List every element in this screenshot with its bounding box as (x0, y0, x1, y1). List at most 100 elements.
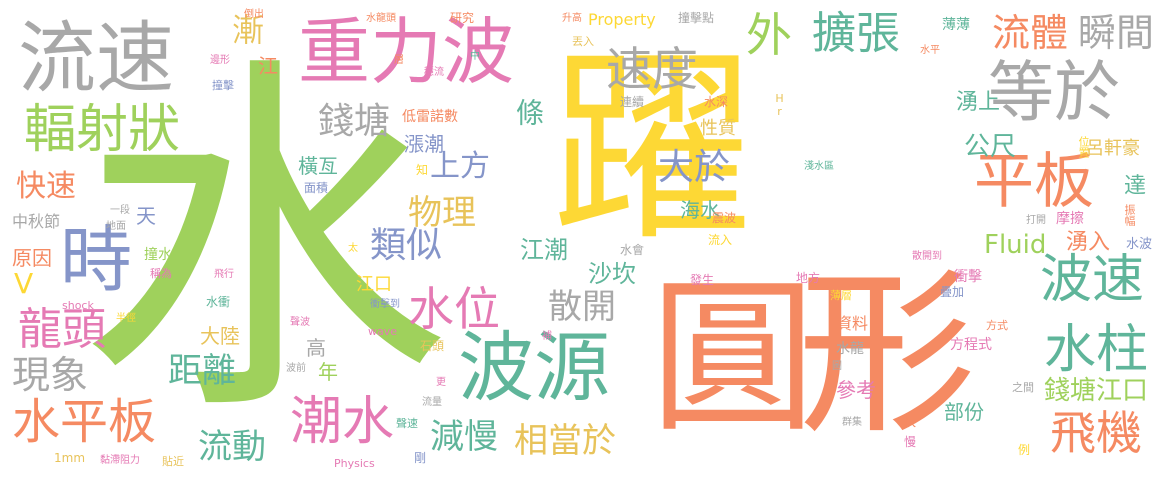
word-tiejin: 貼近 (162, 455, 184, 468)
word-longtou: 龍頭 (18, 304, 106, 355)
word-shakan: 沙坎 (588, 260, 636, 288)
word-tu: 圖 (832, 361, 842, 372)
word-boyuan: 波源 (458, 323, 610, 412)
word-fangshi: 方式 (986, 319, 1008, 332)
word-cankao: 參考 (836, 378, 876, 402)
word-dimian: 地面 (106, 221, 126, 232)
word-mocha: 摩擦 (1056, 211, 1084, 227)
word-gang: 剛 (414, 451, 427, 465)
word-shuihui: 水會 (620, 243, 645, 257)
word-qianshuiqu: 淺水區 (804, 161, 834, 172)
word-fushezhuang: 輻射狀 (24, 100, 181, 160)
word-zhenfu: 振幅 (1123, 204, 1136, 226)
word-chaoshui: 潮水 (290, 392, 395, 452)
word-diuru: 丟入 (572, 35, 594, 48)
word-shuilongtou: 水龍頭 (366, 13, 396, 24)
word-pingban: 平板 (974, 147, 1094, 217)
word-shenggao: 升高 (562, 13, 582, 24)
word-liuti: 流體 (992, 11, 1069, 55)
word-boqian: 波前 (286, 363, 306, 374)
word-shuilong: 水龍 (836, 341, 864, 357)
word-tiao: 條 (512, 98, 545, 126)
word-zhi: 知 (416, 163, 429, 177)
word-da: 達 (1124, 174, 1147, 199)
word-shangfang: 上方 (430, 149, 490, 184)
word-chongji: 衝擊 (954, 269, 982, 285)
word-chongjidao: 衝擊到 (370, 299, 400, 310)
word-dileinuoshu: 低雷諾數 (402, 109, 458, 125)
word-diejia: 疊加 (940, 285, 965, 299)
word-shunjian: 瞬間 (1078, 11, 1155, 55)
word-tian: 天 (136, 204, 156, 228)
word-henggen: 橫亙 (298, 154, 338, 178)
word-xing: 形 (798, 251, 976, 458)
word-yongru: 湧入 (1066, 230, 1111, 255)
word-jian: 漸 (232, 11, 265, 49)
word-feiji: 飛機 (1050, 406, 1142, 460)
word-dengyu: 等於 (988, 54, 1120, 131)
word-shengbo: 聲波 (290, 317, 310, 328)
word-zhangchao: 漲潮 (404, 132, 444, 156)
word-xingzhi: 性質 (700, 118, 736, 139)
word-liuru: 流入 (708, 233, 733, 247)
word-bufen: 部份 (944, 400, 984, 424)
word-shi: 時 (60, 218, 133, 302)
word-li: 例 (1018, 443, 1031, 457)
word-nianzhizuli: 黏滯阻力 (100, 455, 140, 466)
word-sankai: 散開 (548, 287, 616, 327)
word-sankaidao: 散開到 (912, 251, 942, 262)
word-haishui: 海水 (680, 198, 720, 222)
word-gongchi: 公尺 (964, 132, 1017, 162)
word-shuibo: 水波 (1126, 237, 1153, 252)
word-zhonglibo: 重力波 (298, 10, 515, 94)
word-banjing: 半徑 (116, 313, 136, 324)
word-shengsu: 聲速 (396, 417, 418, 430)
word-yue: 躍 (550, 29, 757, 269)
word-kuai: 快 (904, 415, 917, 429)
word-lvxuanhao: 呂軒豪 (1086, 138, 1140, 159)
word-xiangdangyu: 相當於 (514, 421, 616, 461)
word-hr: Hr (773, 92, 786, 118)
word-qunji: 群集 (842, 417, 862, 428)
word-shuiwei: 水位 (408, 282, 500, 336)
word-zhongqiujie: 中秋節 (12, 212, 61, 231)
word-baobao: 薄薄 (942, 17, 970, 33)
word-bosu: 波速 (1040, 250, 1145, 310)
word-jiangkou: 江口 (356, 274, 392, 295)
word-shitou: 石頭 (420, 339, 445, 353)
word-shuipingban: 水平板 (12, 394, 157, 450)
word-difang: 地方 (796, 271, 821, 285)
word-jiang: 江 (258, 54, 278, 78)
word-nian: 年 (318, 360, 338, 384)
word-jiangchao: 江潮 (520, 236, 568, 264)
word-fluid: Fluid (984, 230, 1047, 260)
word-weizhi: 位置 (1077, 136, 1090, 158)
word-daochu: 倒出 (244, 9, 264, 20)
word-shuishen: 水深 (704, 95, 729, 109)
word-dakai: 打開 (1026, 215, 1046, 226)
word-leisi: 類似 (370, 225, 443, 266)
word-shuichong: 水衝 (206, 295, 231, 309)
word-kuozhang: 擴張 (812, 8, 900, 59)
word-yiduan: 一段 (110, 205, 130, 216)
word-mianji: 面積 (304, 181, 329, 195)
word-v: V (14, 267, 34, 300)
word-chengwei: 稱為 (150, 267, 172, 280)
word-qiantang: 錢塘 (318, 101, 391, 142)
word-1mm: 1mm (54, 451, 86, 465)
word-dayu: 大於 (658, 147, 731, 188)
word-shuizhu: 水柱 (1044, 320, 1149, 380)
word-fangchengshi: 方程式 (950, 337, 992, 353)
word-liusu: 流速 (18, 14, 175, 104)
word-zhuangshui: 撞水 (144, 247, 172, 263)
word-juli: 距離 (168, 351, 236, 391)
word-qiantangjiangkou: 錢塘江口 (1044, 376, 1149, 406)
word-baoceng: 薄層 (830, 289, 852, 302)
word-kuaisu: 快速 (16, 169, 76, 204)
word-wave: wave (368, 325, 398, 338)
word-yongshang: 湧上 (956, 90, 1001, 115)
word-man: 慢 (904, 435, 917, 449)
word-geng: 更 (436, 377, 446, 388)
word-xianxiang: 現象 (12, 353, 89, 397)
word-zhong: 中 (470, 51, 480, 62)
